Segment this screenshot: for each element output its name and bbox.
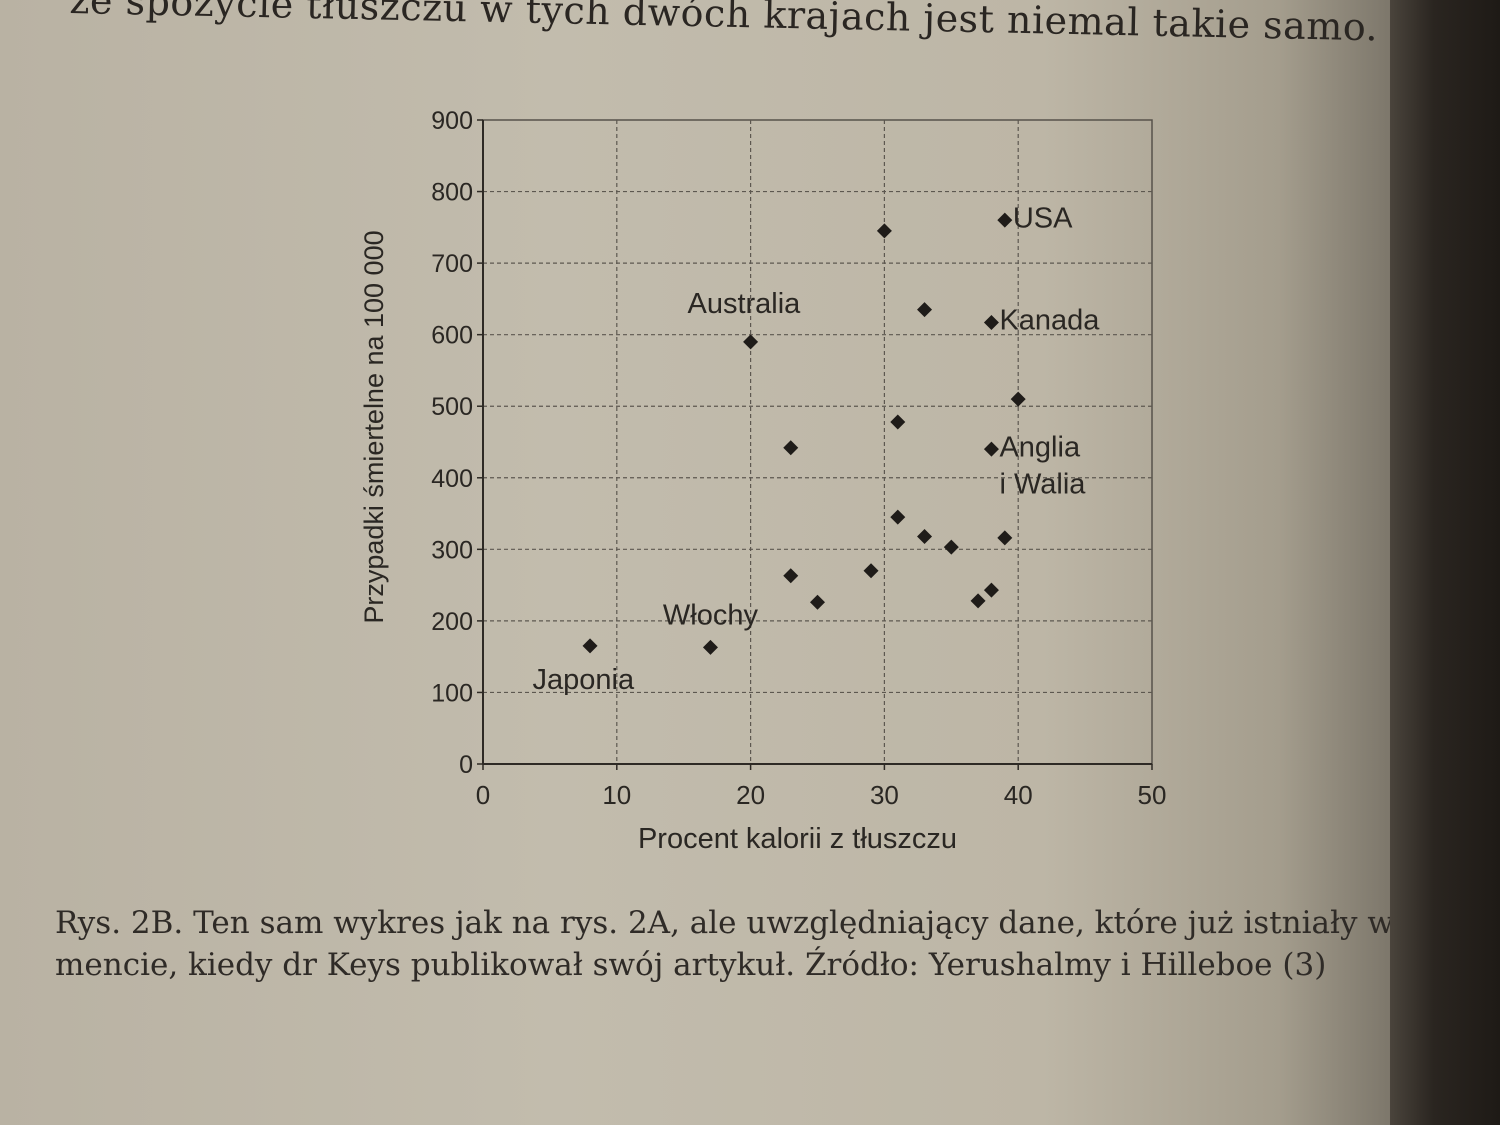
data-point-diamond: [997, 212, 1013, 228]
x-tick-label: 40: [1004, 780, 1033, 810]
point-label: i Walia: [999, 469, 1086, 501]
x-tick-label: 0: [476, 780, 490, 810]
data-point-diamond: [983, 582, 999, 598]
point-label: Kanada: [999, 305, 1100, 337]
book-gutter-shadow: [1390, 0, 1500, 1125]
data-point-diamond: [890, 414, 906, 430]
x-tick-label: 30: [870, 780, 899, 810]
x-axis-label: Procent kalorii z tłuszczu: [638, 823, 957, 855]
point-label: Japonia: [533, 664, 635, 696]
data-point-diamond: [863, 563, 879, 579]
point-label: Australia: [687, 288, 801, 320]
point-label: USA: [1013, 202, 1073, 234]
y-tick-label: 300: [431, 536, 473, 564]
y-tick-label: 200: [431, 608, 473, 636]
data-point-diamond: [810, 594, 825, 610]
y-tick-label: 500: [431, 393, 473, 421]
data-point-diamond: [783, 568, 799, 584]
data-point-diamond: [876, 223, 892, 239]
x-tick-label: 10: [602, 780, 631, 810]
y-tick-label: 900: [431, 107, 473, 135]
data-point-diamond: [970, 593, 986, 609]
y-tick-label: 400: [431, 465, 473, 493]
caption-line-2: mencie, kiedy dr Keys publikował swój ar…: [55, 947, 1327, 983]
y-tick-label: 100: [431, 679, 473, 707]
data-point-diamond: [743, 334, 759, 350]
data-point-diamond: [983, 315, 999, 331]
y-tick-label: 700: [431, 250, 473, 278]
y-tick-label: 0: [459, 751, 473, 779]
y-tick-label: 600: [431, 322, 473, 350]
book-page: ze spożycie tłuszczu w tych dwóch krajac…: [0, 0, 1390, 1125]
data-point-diamond: [702, 639, 718, 655]
point-label: Włochy: [663, 599, 759, 631]
y-axis-label: Przypadki śmiertelne na 100 000: [359, 230, 389, 623]
data-point-diamond: [983, 441, 999, 457]
point-label: Anglia: [999, 431, 1080, 463]
x-tick-label: 20: [736, 780, 765, 810]
data-point-diamond: [943, 539, 959, 555]
data-point-diamond: [1010, 391, 1026, 407]
data-point-diamond: [783, 440, 799, 456]
data-point-diamond: [997, 530, 1013, 546]
data-point-diamond: [917, 302, 933, 318]
data-point-diamond: [917, 528, 933, 544]
figure-caption: Rys. 2B. Ten sam wykres jak na rys. 2A, …: [55, 902, 1390, 986]
x-tick-label: 50: [1138, 780, 1167, 810]
caption-line-1: Rys. 2B. Ten sam wykres jak na rys. 2A, …: [55, 905, 1390, 941]
scatter-chart: 0 10 20 30 40 500100200300400500600700800900P…: [359, 107, 1167, 855]
data-point-diamond: [890, 509, 906, 525]
y-tick-label: 800: [431, 179, 473, 207]
data-point-diamond: [582, 638, 598, 654]
